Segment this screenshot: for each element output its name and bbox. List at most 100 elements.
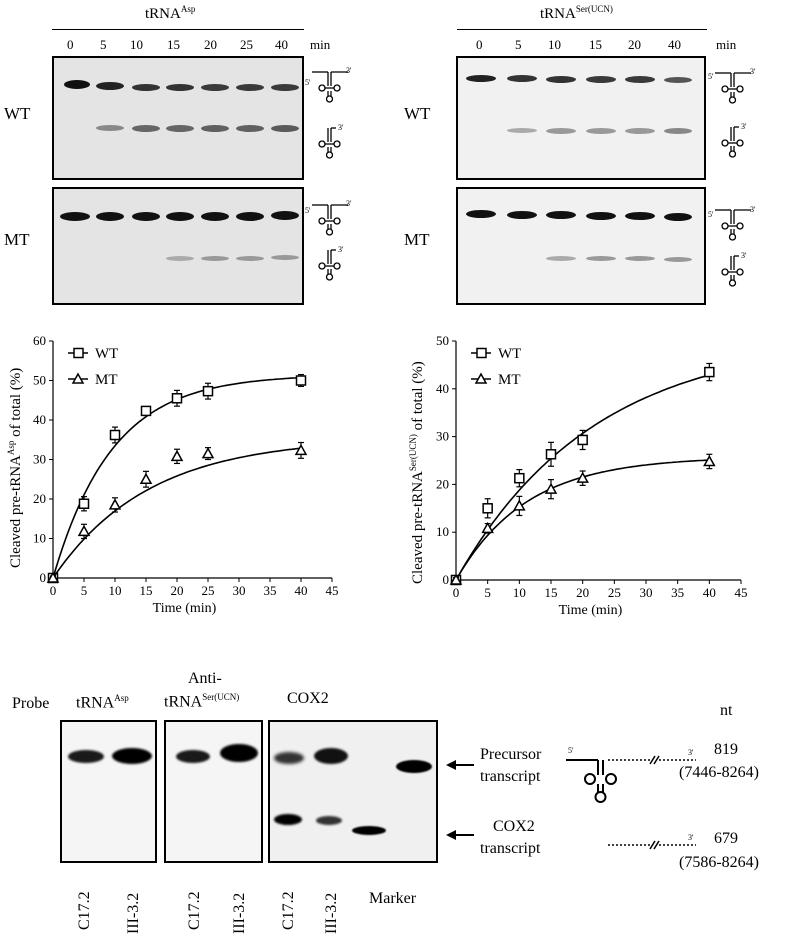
marker-band [352,826,386,835]
data-point-square [202,385,214,397]
y-tick-label: 50 [33,373,46,388]
product-band [546,256,576,261]
precursor-band [546,211,576,219]
end5-label: 5' [708,210,714,219]
y-tick-label: 60 [33,333,46,348]
x-tick-label: 40 [703,585,716,600]
time-label: 5 [515,37,522,52]
y-tick-label: 30 [436,429,449,444]
precursor-band [546,76,576,83]
data-point-triangle [108,498,122,510]
product-band [507,128,537,133]
precursor-band [96,212,124,221]
fit-curve [52,376,302,579]
product-band [132,125,160,132]
lane-label: C17.2 [76,891,93,930]
data-point-square [140,405,152,417]
data-point-square [545,449,557,460]
y-tick-label: 0 [40,570,47,585]
legend-label: WT [498,346,521,362]
precursor-band [201,212,229,221]
cox2-arrow-head [446,830,456,840]
northern-blot-3 [268,720,438,863]
y-tick-label: 20 [33,491,46,506]
y-axis-label: Cleaved pre-tRNAAsp of total (%) [6,367,24,568]
y-tick-label: 40 [33,412,46,427]
product-band [625,256,655,261]
product-band [625,128,655,134]
row-label-wt: WT [404,104,431,123]
data-point-triangle [170,449,184,462]
time-label: 15 [167,37,180,52]
fit-curve [455,374,710,581]
time-label: 40 [668,37,681,52]
product-band [664,128,692,134]
right-gel-title: tRNASer(UCN) [540,4,613,22]
x-tick-label: 15 [545,585,558,600]
end3-label: 3' [750,205,756,214]
time-label: 15 [589,37,602,52]
precursor-band [166,84,194,91]
precursor-band [664,77,692,83]
x-axis-label: Time (min) [153,601,217,616]
end3-label: 3' [688,833,694,842]
gel-right-wt [456,56,706,180]
probe-trna-ser: tRNASer(UCN) [164,692,240,711]
end3-label: 3' [688,748,694,757]
precursor-band [507,211,537,219]
end3-label: 3' [346,66,352,75]
data-point-triangle [544,482,558,494]
data-point-triangle [139,472,153,484]
x-tick-label: 45 [735,585,748,600]
lane-label: C17.2 [280,891,297,930]
product-band [201,256,229,261]
time-label: 20 [204,37,217,52]
data-point-triangle [294,443,308,456]
probe-trna-asp: tRNAAsp [76,693,129,712]
x-tick-label: 10 [513,585,526,600]
data-point-square [295,375,307,386]
time-label: 0 [476,37,483,52]
cox2-label-1: COX2 [493,818,535,835]
product-band [546,128,576,134]
x-tick-label: 40 [295,583,308,598]
nt-header: nt [720,702,733,719]
product-band [271,125,299,132]
precursor-band [176,750,210,763]
data-point-square [47,572,59,584]
x-tick-label: 5 [484,585,491,600]
x-tick-label: 10 [109,583,122,598]
size-819: 819 [714,741,738,758]
product-band [664,257,692,262]
precursor-band [507,75,537,82]
y-axis-label: Cleaved pre-tRNASer(UCN) of total (%) [408,361,426,584]
precursor-band [68,750,104,763]
data-point-triangle [576,471,589,483]
time-label: 10 [130,37,143,52]
fit-curve [455,459,710,581]
time-label: 0 [67,37,74,52]
precursor-band [625,76,655,83]
row-label-mt: MT [404,230,430,249]
data-point-square [482,503,493,514]
gel-left-wt [52,56,304,180]
product-band [271,255,299,260]
legend-marker-triangle [71,372,85,384]
x-tick-label: 30 [233,583,246,598]
legend-marker-square [73,347,84,359]
legend-marker-triangle [474,372,488,384]
time-unit: min [310,37,331,52]
precursor-band [314,748,348,764]
precursor-band [60,212,90,221]
y-tick-label: 40 [436,381,449,396]
time-label: 25 [240,37,253,52]
data-point-triangle [201,447,215,459]
northern-blot-1 [60,720,157,863]
end3-label: 3' [741,251,747,260]
end5-label: 5' [305,206,311,215]
time-unit: min [716,37,737,52]
precursor-arrow-head [446,760,456,770]
northern-blot-2 [164,720,263,863]
x-tick-label: 35 [264,583,277,598]
marker-lane-label: Marker [369,890,417,907]
